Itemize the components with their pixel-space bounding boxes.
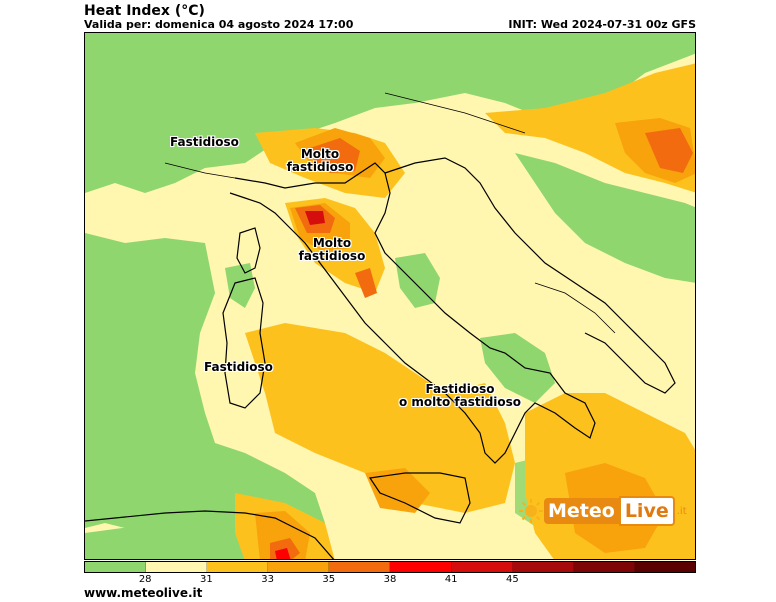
legend-color-0 xyxy=(85,562,147,572)
legend-color-4 xyxy=(329,562,391,572)
label-fastidioso-sardinia: Fastidioso xyxy=(204,360,273,374)
legend-color-2 xyxy=(207,562,269,572)
legend-color-1 xyxy=(146,562,208,572)
legend-tick-38: 38 xyxy=(383,574,397,585)
label-fastidioso-north: Fastidioso xyxy=(170,135,239,149)
legend-color-3 xyxy=(268,562,330,572)
legend-color-5 xyxy=(390,562,452,572)
legend-tick-31: 31 xyxy=(200,574,213,585)
sun-icon xyxy=(519,499,543,523)
map-title: Heat Index (°C) xyxy=(84,3,205,19)
heat-index-map: Fastidioso Molto fastidioso Molto fastid… xyxy=(84,32,696,560)
legend-tick-45: 45 xyxy=(506,574,519,585)
logo-tld: .it xyxy=(676,505,687,517)
legend-color-6 xyxy=(451,562,513,572)
map-canvas xyxy=(85,33,695,559)
legend-colorbar xyxy=(84,561,696,573)
legend-color-8 xyxy=(573,562,635,572)
legend-tick-41: 41 xyxy=(444,574,458,585)
legend-ticks: 28 31 33 35 38 41 45 xyxy=(84,574,696,586)
label-fastidioso-south: Fastidioso o molto fastidioso xyxy=(398,382,522,409)
legend-tick-28: 28 xyxy=(138,574,152,585)
legend-color-9 xyxy=(634,562,695,572)
init-run: INIT: Wed 2024-07-31 00z GFS xyxy=(508,18,696,31)
legend-color-7 xyxy=(512,562,574,572)
meteolive-logo: Meteo Live .it xyxy=(518,496,687,526)
logo-word-meteo: Meteo xyxy=(544,498,619,524)
label-molto-fastidioso-tuscany: Molto fastidioso xyxy=(298,236,366,263)
legend-tick-35: 35 xyxy=(322,574,336,585)
valid-time: Valida per: domenica 04 agosto 2024 17:0… xyxy=(84,18,354,31)
logo-word-live: Live xyxy=(618,496,675,526)
legend-tick-33: 33 xyxy=(261,574,274,585)
site-url: www.meteolive.it xyxy=(84,586,203,600)
label-molto-fastidioso-po: Molto fastidioso xyxy=(286,147,354,174)
